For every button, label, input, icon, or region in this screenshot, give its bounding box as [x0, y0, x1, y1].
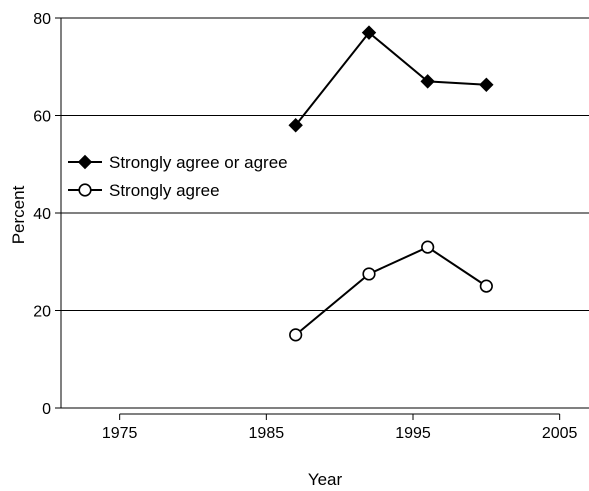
legend-label-0: Strongly agree or agree [109, 153, 288, 172]
series-0 [288, 25, 494, 133]
data-point-1-2 [421, 240, 435, 254]
data-point-0-3 [479, 77, 494, 92]
gridlines [61, 17, 589, 409]
data-point-1-1 [362, 267, 376, 281]
data-point-1-0 [289, 328, 303, 342]
y-tick-label: 0 [42, 401, 51, 418]
y-tick-label: 20 [33, 304, 51, 321]
series-line-1 [295, 245, 487, 336]
y-tick-label: 80 [33, 11, 51, 28]
x-axis: 1975 1985 1995 2005 [102, 413, 578, 442]
x-tick-label: 1995 [395, 425, 431, 442]
series-1 [289, 240, 493, 342]
x-tick-label: 1985 [249, 425, 285, 442]
y-axis: 0 20 40 60 80 [33, 11, 62, 418]
data-point-1-3 [479, 279, 493, 293]
y-axis-title: Percent [9, 185, 28, 244]
y-tick-label: 40 [33, 206, 51, 223]
data-point-0-2 [420, 74, 435, 89]
legend: Strongly agree or agree Strongly agree [68, 153, 288, 200]
x-axis-title: Year [308, 470, 343, 489]
series-layer [288, 25, 494, 342]
x-tick-label: 1975 [102, 425, 138, 442]
y-tick-label: 60 [33, 109, 51, 126]
legend-marker-1 [78, 183, 92, 197]
legend-label-1: Strongly agree [109, 181, 220, 200]
series-line-0 [294, 31, 487, 126]
legend-marker-0 [77, 154, 93, 170]
data-point-0-0 [288, 118, 303, 133]
x-tick-label: 2005 [542, 425, 578, 442]
data-point-0-1 [361, 25, 377, 40]
